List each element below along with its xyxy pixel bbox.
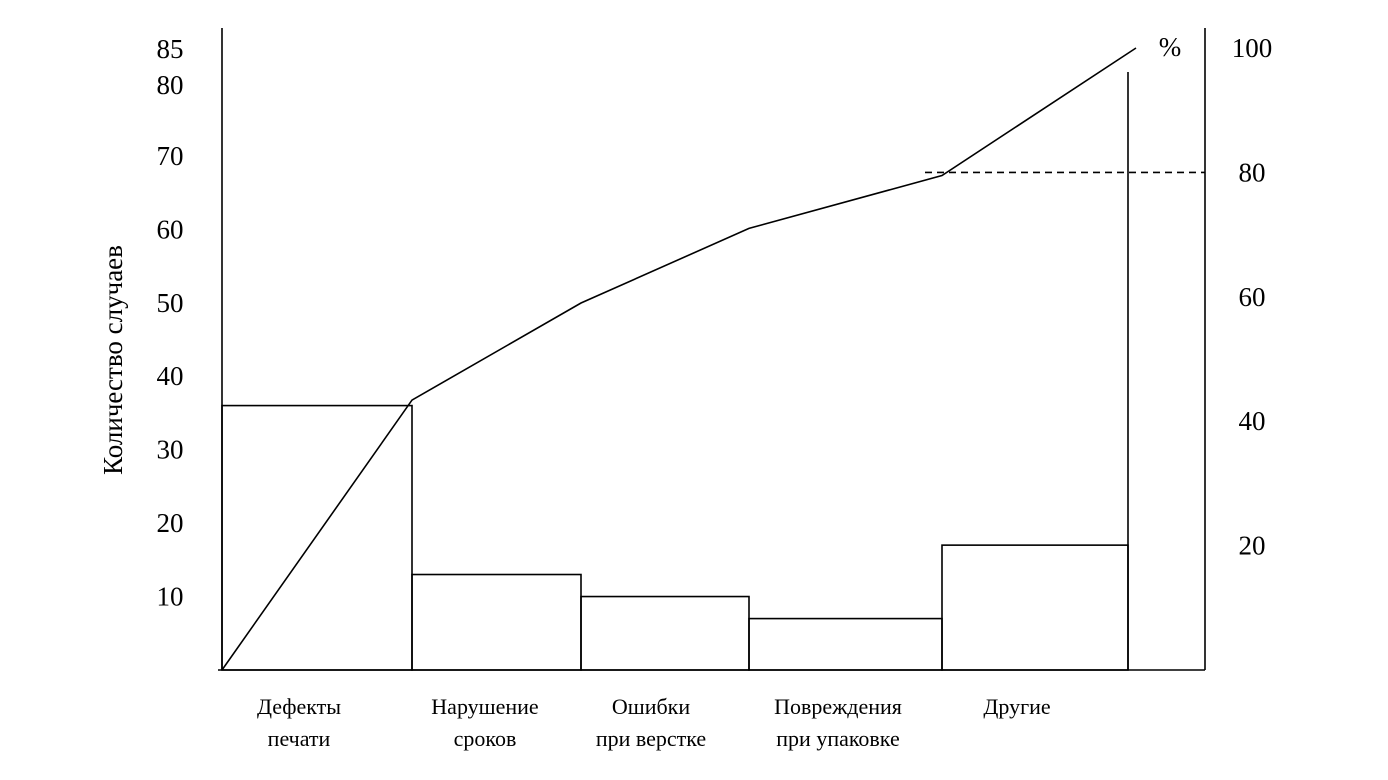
- cumulative-line-group: [221, 47, 1205, 671]
- tick-labels: 10 20 30 40 50 60 70 80 85 20 40 60 80 100: [157, 33, 1273, 612]
- category-label: Ошибки при верстке: [596, 694, 706, 751]
- bar-3: [580, 595, 750, 671]
- y2-tick-label: 40: [1239, 406, 1266, 436]
- category-label: Дефекты печати: [257, 694, 341, 751]
- category-label-line: при верстке: [596, 726, 706, 751]
- y-tick-label: 30: [157, 435, 184, 465]
- bars: [221, 404, 1129, 671]
- category-label-line: Другие: [983, 694, 1050, 719]
- category-label: Нарушение сроков: [431, 694, 538, 751]
- category-label: Другие: [983, 694, 1050, 719]
- category-label-line: Ошибки: [612, 694, 690, 719]
- bar-4: [748, 617, 943, 671]
- y-tick-label: 70: [157, 141, 184, 171]
- y-tick-label: 20: [157, 508, 184, 538]
- y2-tick-label: 100: [1232, 33, 1273, 63]
- category-labels: Дефекты печати Нарушение сроков Ошибки при ве…: [257, 694, 1051, 751]
- y-tick-label: 40: [157, 361, 184, 391]
- category-label-line: при упаковке: [776, 726, 899, 751]
- y-axis-label: Количество случаев: [98, 245, 128, 475]
- y-tick-label: 85: [157, 34, 184, 64]
- cumulative-percent-line: [221, 47, 1137, 671]
- axes: [218, 28, 1206, 671]
- y-tick-label: 60: [157, 214, 184, 244]
- category-label-line: печати: [268, 726, 331, 751]
- category-label: Повреждения при упаковке: [774, 694, 902, 751]
- y2-tick-label: 80: [1239, 157, 1266, 187]
- bar-2: [411, 573, 582, 671]
- category-label-line: Нарушение: [431, 694, 538, 719]
- y2-tick-label: 60: [1239, 282, 1266, 312]
- category-label-line: Дефекты: [257, 694, 341, 719]
- y2-axis-unit: %: [1159, 32, 1182, 62]
- bar-5: [941, 544, 1129, 671]
- category-label-line: сроков: [454, 726, 517, 751]
- y2-tick-label: 20: [1239, 531, 1266, 561]
- y-tick-label: 50: [157, 288, 184, 318]
- y-tick-label: 80: [157, 70, 184, 100]
- y-tick-label: 10: [157, 582, 184, 612]
- bar-1: [221, 404, 413, 671]
- category-label-line: Повреждения: [774, 694, 902, 719]
